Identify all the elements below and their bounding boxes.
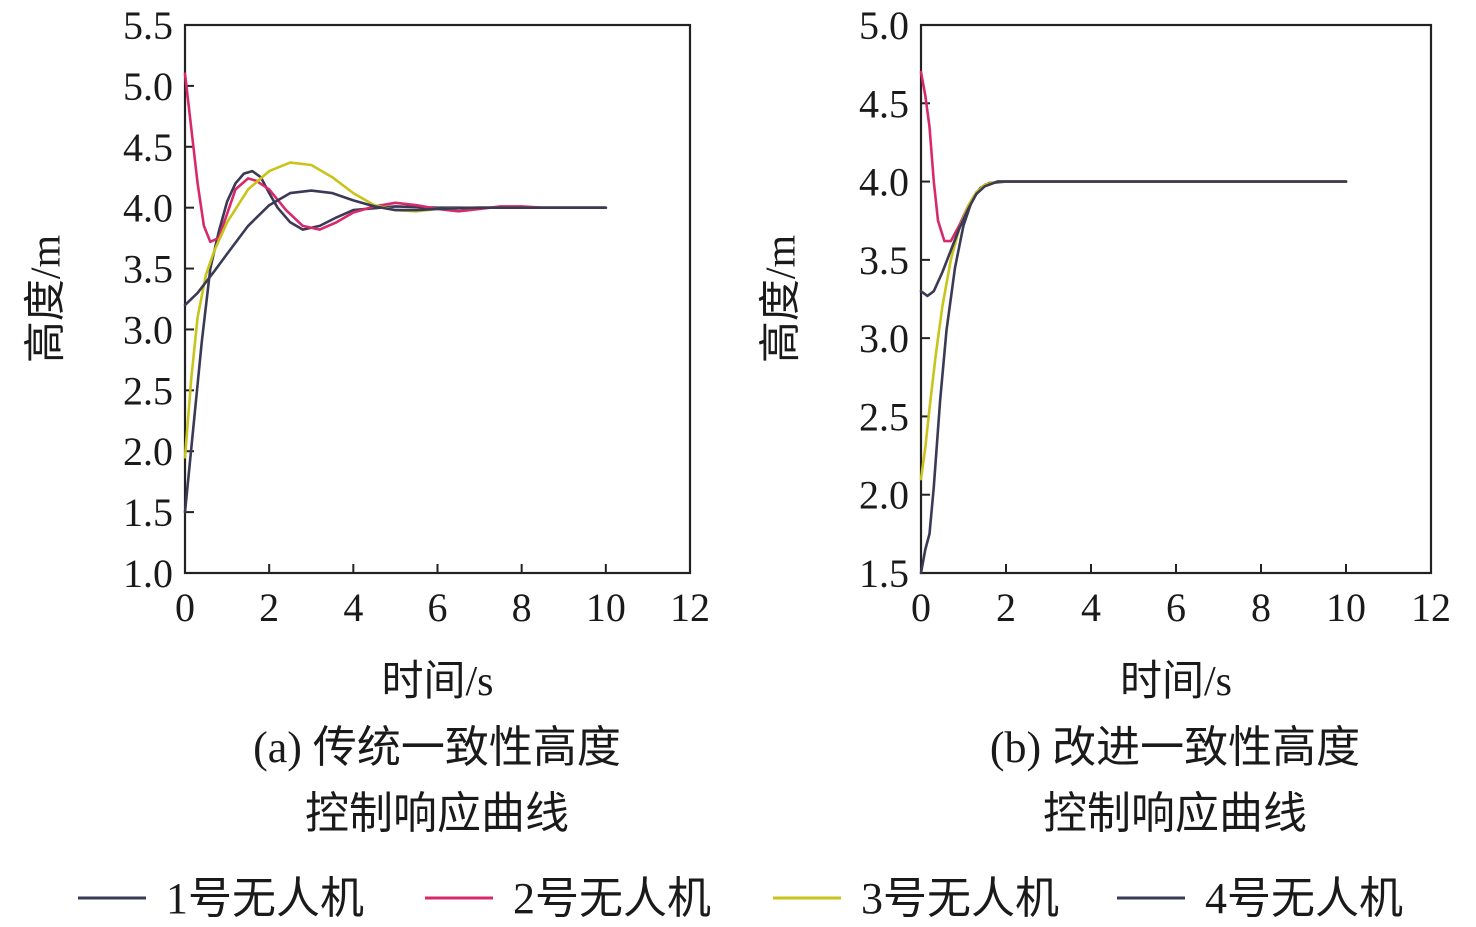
series-line-1 [183, 169, 608, 514]
x-tick-label: 8 [1251, 585, 1271, 630]
x-axis-title: 时间/s [381, 659, 493, 705]
chart-caption-line1: (a) 传统一致性高度 [253, 723, 621, 772]
x-tick-label: 8 [512, 585, 532, 630]
x-tick-label: 10 [586, 585, 626, 630]
y-tick-label: 3.0 [123, 307, 173, 352]
x-tick-label: 2 [259, 585, 279, 630]
y-axis-title: 高度/m [759, 235, 805, 364]
x-tick-label: 0 [175, 585, 195, 630]
y-tick-label: 3.5 [859, 238, 909, 283]
x-tick-label: 12 [670, 585, 710, 630]
series-line-4 [919, 180, 1348, 298]
y-tick-label: 1.5 [123, 490, 173, 535]
series-line-3 [919, 180, 1348, 481]
chart-b: 1.5 2.0 2.5 3.0 3.5 4.0 4.5 5.0 0 2 4 6 8 10 12 高度/m 时间/… [759, 3, 1451, 838]
x-tick-label: 0 [911, 585, 931, 630]
x-axis-title: 时间/s [1120, 659, 1232, 705]
chart-caption-line2: 控制响应曲线 [1043, 789, 1307, 838]
chart-caption-line2: 控制响应曲线 [305, 789, 569, 838]
y-tick-label: 3.0 [859, 316, 909, 361]
x-tick-label: 12 [1411, 585, 1451, 630]
y-tick-label: 4.0 [859, 160, 909, 205]
legend-label-3: 3号无人机 [861, 874, 1059, 923]
chart-caption-line1: (b) 改进一致性高度 [990, 723, 1360, 772]
y-tick-label: 1.0 [123, 551, 173, 596]
legend-label-2: 2号无人机 [513, 874, 711, 923]
y-tick-label: 2.5 [123, 368, 173, 413]
series-line-2 [919, 70, 1348, 243]
y-axis-title: 高度/m [24, 235, 70, 364]
plot-frame [183, 23, 692, 575]
legend-label-1: 1号无人机 [166, 874, 364, 923]
y-tick-label: 2.5 [859, 394, 909, 439]
plot-frame [919, 23, 1433, 575]
chart-a: 1.0 1.5 2.0 2.5 3.0 3.5 4.0 4.5 5.0 5.5 0 2 4 6 8 10 12 高… [24, 3, 710, 838]
x-tick-label: 6 [1166, 585, 1186, 630]
x-tick-label: 6 [428, 585, 448, 630]
y-tick-label: 3.5 [123, 247, 173, 292]
y-tick-label: 5.0 [123, 64, 173, 109]
y-tick-label: 4.5 [859, 81, 909, 126]
series-line-1 [919, 180, 1348, 575]
x-tick-label: 10 [1326, 585, 1366, 630]
y-tick-label: 2.0 [859, 473, 909, 518]
legend-label-4: 4号无人机 [1205, 874, 1403, 923]
series-line-2 [183, 72, 608, 244]
y-tick-label: 1.5 [859, 551, 909, 596]
legend: 1号无人机 2号无人机 3号无人机 4号无人机 [78, 874, 1403, 923]
y-tick-label: 2.0 [123, 429, 173, 474]
x-tick-label: 4 [1081, 585, 1101, 630]
series-line-4 [183, 189, 608, 307]
y-tick-label: 4.5 [123, 125, 173, 170]
y-tick-label: 5.0 [859, 3, 909, 48]
x-tick-label: 2 [996, 585, 1016, 630]
y-tick-label: 4.0 [123, 186, 173, 231]
y-tick-label: 5.5 [123, 3, 173, 48]
x-tick-label: 4 [343, 585, 363, 630]
